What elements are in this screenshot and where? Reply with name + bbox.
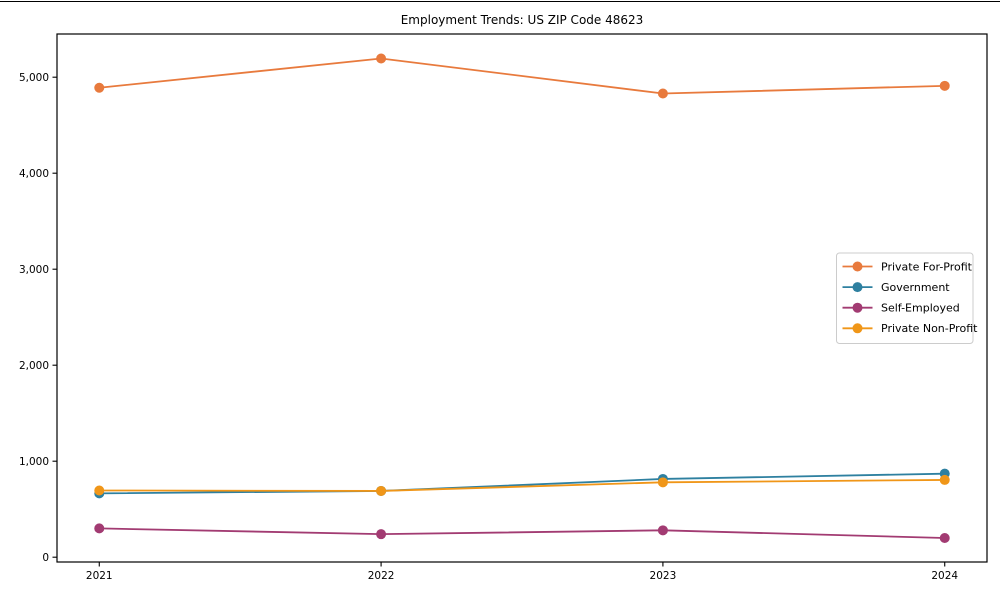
- legend-label: Government: [881, 281, 950, 294]
- legend: Private For-Profit Government Self-Employe…: [836, 252, 978, 344]
- legend-label: Self-Employed: [881, 302, 960, 315]
- axes-box: [56, 33, 988, 563]
- x-tick-label: 2021: [86, 570, 113, 582]
- data-point-self-employed: [94, 523, 105, 534]
- legend-item-private-non-profit: Private Non-Profit: [842, 322, 978, 335]
- legend-marker-government: [852, 282, 863, 293]
- data-point-private-non-profit: [376, 485, 387, 496]
- legend-item-self-employed: Self-Employed: [842, 302, 960, 315]
- legend-item-government: Government: [842, 281, 950, 294]
- y-tick-label: 2,000: [19, 360, 49, 372]
- data-point-private-non-profit: [94, 485, 105, 496]
- data-point-self-employed: [376, 529, 387, 540]
- y-tick-label: 1,000: [19, 456, 49, 468]
- series-line-private-non-profit: [99, 479, 945, 492]
- x-tick-label: 2023: [650, 570, 677, 582]
- data-point-private-for-profit: [376, 53, 387, 64]
- legend-label: Private For-Profit: [881, 260, 973, 273]
- series-line-government: [99, 472, 945, 495]
- series-line-self-employed: [99, 527, 945, 539]
- data-point-private-non-profit: [657, 477, 668, 488]
- data-point-private-for-profit: [939, 80, 950, 91]
- y-tick-label: 3,000: [19, 264, 49, 276]
- data-point-private-for-profit: [94, 82, 105, 93]
- data-point-private-for-profit: [657, 88, 668, 99]
- series-line-private-for-profit: [99, 57, 945, 95]
- data-point-self-employed: [657, 525, 668, 536]
- data-point-private-non-profit: [939, 474, 950, 485]
- legend-marker-private-for-profit: [852, 261, 863, 272]
- x-tick-label: 2022: [368, 570, 395, 582]
- legend-item-private-for-profit: Private For-Profit: [842, 260, 973, 273]
- chart-title: Employment Trends: US ZIP Code 48623: [400, 13, 644, 27]
- legend-marker-private-non-profit: [852, 323, 863, 334]
- y-tick-label: 0: [42, 552, 49, 564]
- legend-label: Private Non-Profit: [881, 322, 978, 335]
- y-tick-label: 4,000: [19, 168, 49, 180]
- legend-marker-self-employed: [852, 302, 863, 313]
- data-point-self-employed: [939, 533, 950, 543]
- x-tick-label: 2024: [931, 570, 958, 582]
- y-tick-label: 5,000: [19, 72, 49, 84]
- screenshot-top-border: [0, 1, 1000, 2]
- legend-box: [836, 252, 974, 344]
